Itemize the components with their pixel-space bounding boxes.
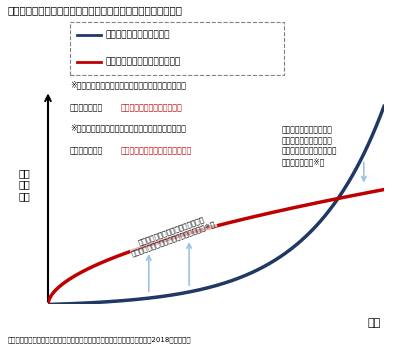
- Text: 地域包括ケアシステム等との連携: 地域包括ケアシステム等との連携: [121, 146, 192, 155]
- Text: 現状の公的医療費等の支出: 現状の公的医療費等の支出: [106, 31, 170, 40]
- Text: 図表２　予防・健康管理への重点化による医療費抑制イメージ: 図表２ 予防・健康管理への重点化による医療費抑制イメージ: [8, 5, 183, 15]
- Text: ※１　予防・健康管理サービス（ヘルスケア産業）を: ※１ 予防・健康管理サービス（ヘルスケア産業）を: [70, 80, 186, 89]
- Text: 生活習慣病等の予防・早
期治療を通じた重症化予
防による「公的医療費等の
伸びの抑制」　※２: 生活習慣病等の予防・早 期治療を通じた重症化予 防による「公的医療費等の 伸びの…: [282, 126, 337, 166]
- Text: 年齢: 年齢: [367, 318, 380, 328]
- FancyBboxPatch shape: [70, 22, 284, 75]
- Text: 公的
医療
費等: 公的 医療 費等: [19, 168, 30, 201]
- Text: 目指すべき公的医療費等の支出: 目指すべき公的医療費等の支出: [106, 57, 181, 66]
- Text: （資料）経済産業省「経済産業省におけるヘルスケア産業政策について」（2018年）等より: （資料）経済産業省「経済産業省におけるヘルスケア産業政策について」（2018年）…: [8, 336, 192, 343]
- Text: 生活習慣病の改善や受診勧奨: 生活習慣病の改善や受診勧奨: [121, 103, 183, 112]
- Text: 生活習慣の改善や受診勧奨を通じた
「予防や早期診断・早期治療の拡大」　※１: 生活習慣の改善や受診勧奨を通じた 「予防や早期診断・早期治療の拡大」 ※１: [128, 213, 217, 257]
- Text: ※２　予防・健康管理サービス（ヘルスケア産業）を: ※２ 予防・健康管理サービス（ヘルスケア産業）を: [70, 124, 186, 133]
- Text: 活用した: 活用した: [70, 146, 103, 155]
- Text: 活用した: 活用した: [70, 103, 103, 112]
